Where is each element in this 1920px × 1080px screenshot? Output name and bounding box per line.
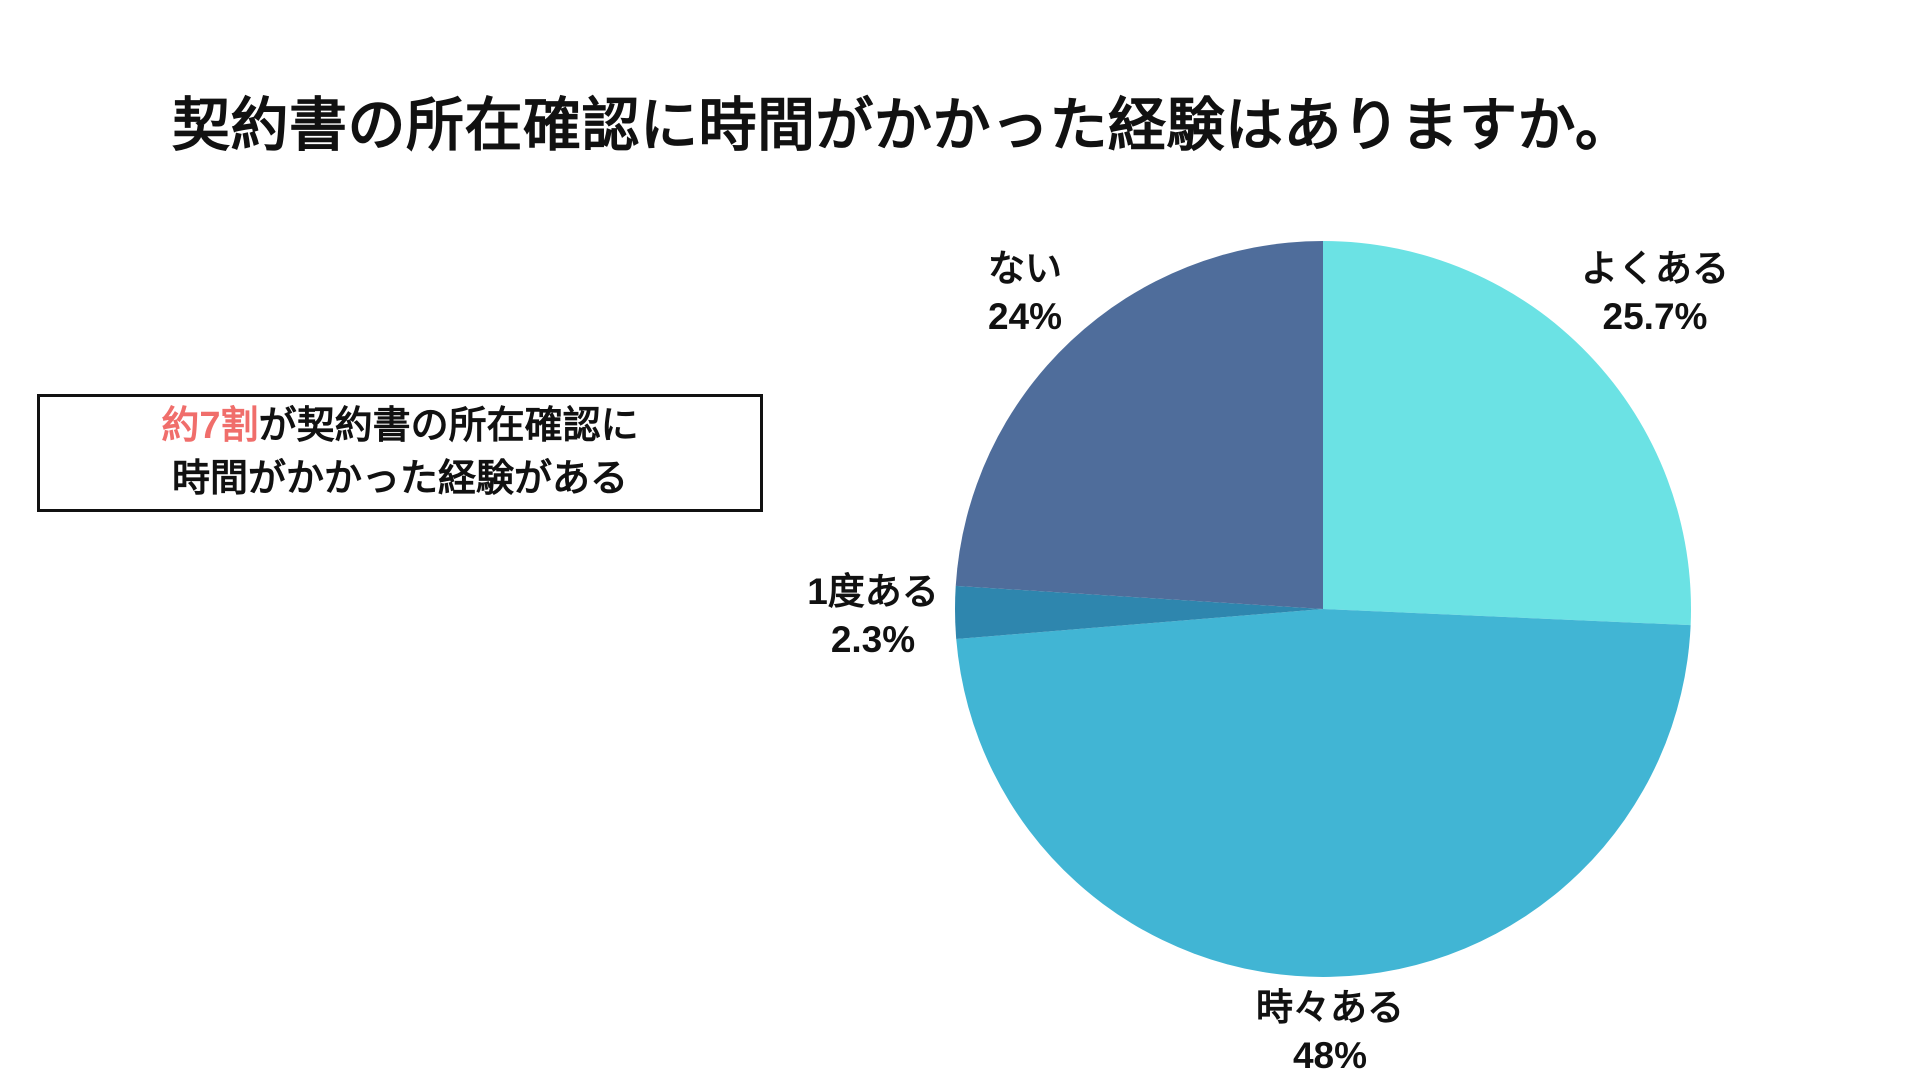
pie-slice-1 xyxy=(956,609,1691,977)
pie-label-value: 25.7% xyxy=(1602,296,1708,337)
callout-highlight: 約7割 xyxy=(161,404,259,447)
pie-slice-label-1: 時々ある 48% xyxy=(1256,984,1404,1080)
callout-line1-rest: が契約書の所在確認に xyxy=(258,404,639,447)
callout-line-1: 約7割が契約書の所在確認に xyxy=(161,400,638,453)
pie-slice-label-0: よくある 25.7% xyxy=(1581,245,1729,341)
pie-slice-label-2: 1度ある 2.3% xyxy=(807,568,939,664)
pie-label-name: よくある xyxy=(1581,247,1729,289)
pie-label-value: 48% xyxy=(1292,1035,1368,1076)
callout-box: 約7割が契約書の所在確認に 時間がかかった経験がある xyxy=(37,394,763,512)
pie-slice-0 xyxy=(1323,241,1691,626)
pie-slice-3 xyxy=(955,241,1323,609)
pie-label-name: 1度ある xyxy=(807,570,939,612)
pie-slice-label-3: ない 24% xyxy=(988,245,1062,341)
page-title: 契約書の所在確認に時間がかかった経験はありますか。 xyxy=(172,93,1634,158)
pie-label-name: 時々ある xyxy=(1256,986,1404,1028)
callout-line-2: 時間がかかった経験がある xyxy=(171,458,628,500)
pie-label-name: ない xyxy=(988,247,1062,289)
pie-label-value: 24% xyxy=(987,296,1063,337)
pie-slice-2 xyxy=(955,585,1323,640)
pie-label-value: 2.3% xyxy=(830,619,916,660)
